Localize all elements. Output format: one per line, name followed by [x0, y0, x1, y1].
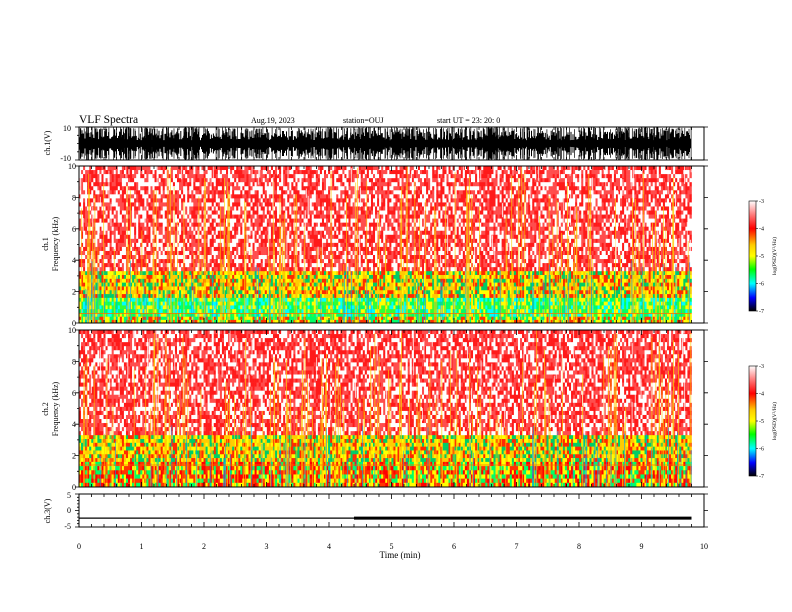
freq-tick-label: 4	[72, 256, 76, 265]
date-label: Aug.19, 2023	[251, 116, 295, 125]
colorbar-tick-label: -3	[759, 364, 764, 370]
station-label: station=OUJ	[343, 116, 384, 125]
time-tick-label: 6	[452, 542, 456, 551]
colorbar-tick-label: -4	[759, 227, 764, 233]
colorbar-label: log(PSD)(V²/Hz)	[771, 237, 778, 275]
freq-tick-label: 0	[72, 483, 76, 492]
ch3-waveform-panel: 5 0 -5 ch.3(V) 0 1 2 3 4 5 6 7 8 9 10 Time (min)	[43, 491, 708, 560]
colorbar-tick-label: -5	[759, 254, 764, 260]
time-tick-label: 9	[640, 542, 644, 551]
colorbar-scale	[749, 366, 756, 476]
ch2-spectrogram-panel: 0 2 4 6 8 10 ch.2 Frequency (kHz) -3 -4 -5 -6 -7 l…	[41, 326, 778, 492]
colorbar-tick-label: -4	[759, 392, 764, 398]
spectrogram-band-2	[79, 462, 692, 487]
time-tick-label: 4	[327, 542, 331, 551]
spectrogram-band-1	[79, 435, 692, 462]
time-tick-label: 2	[202, 542, 206, 551]
ch1-ytick-top: 10	[63, 124, 71, 133]
time-tick-label: 1	[140, 542, 144, 551]
spectrogram-band-0	[79, 330, 692, 435]
ch2-spec-ylabel-line2: Frequency (kHz)	[51, 381, 60, 436]
time-tick-label: 0	[77, 542, 81, 551]
ch2-colorbar: -3 -4 -5 -6 -7 log(PSD)(V²/Hz)	[749, 364, 778, 480]
ch1-waveform-trace	[79, 127, 691, 160]
ch2-spec-ylabel-line1: ch.2	[41, 402, 50, 416]
ch3-waveform-ticks	[75, 494, 708, 527]
colorbar-tick-label: -3	[759, 199, 764, 205]
ch1-spec-ylabel-line2: Frequency (kHz)	[51, 216, 60, 271]
time-tick-label: 8	[577, 542, 581, 551]
freq-tick-label: 10	[68, 326, 76, 335]
figure-title: VLF Spectra	[79, 114, 138, 126]
freq-tick-label: 10	[68, 162, 76, 171]
ch1-spec-ylabel-line1: ch.1	[41, 237, 50, 251]
ch2-spectrogram-heatmap	[79, 330, 692, 487]
colorbar-tick-label: -6	[759, 447, 764, 453]
ch1-spectrogram-heatmap	[79, 166, 692, 323]
colorbar-tick-label: -5	[759, 419, 764, 425]
colorbar-tick-label: -7	[759, 309, 764, 315]
ch1-waveform-panel: 10 -10 ch.1(V)	[43, 124, 708, 163]
time-tick-label: 3	[265, 542, 269, 551]
start-time-label: start UT = 23: 20: 0	[437, 116, 500, 125]
ch1-waveform-ylabel: ch.1(V)	[43, 130, 52, 155]
time-tick-label: 7	[515, 542, 519, 551]
freq-tick-label: 6	[72, 225, 76, 234]
ch1-colorbar: -3 -4 -5 -6 -7 log(PSD)(V²/Hz)	[749, 199, 778, 315]
colorbar-tick-label: -7	[759, 474, 764, 480]
freq-tick-label: 8	[72, 357, 76, 366]
ch3-ytick-mid: 0	[67, 506, 71, 515]
colorbar-scale	[749, 201, 756, 311]
ch3-waveform-ylabel: ch.3(V)	[43, 498, 52, 523]
freq-tick-label: 8	[72, 193, 76, 202]
freq-tick-label: 2	[72, 288, 76, 297]
freq-tick-label: 4	[72, 420, 76, 429]
ch3-ytick-top: 5	[67, 491, 71, 500]
time-axis-label: Time (min)	[380, 550, 421, 560]
colorbar-label: log(PSD)(V²/Hz)	[771, 402, 778, 440]
freq-tick-label: 6	[72, 389, 76, 398]
time-tick-label: 10	[700, 542, 708, 551]
colorbar-tick-label: -6	[759, 282, 764, 288]
freq-tick-label: 2	[72, 452, 76, 461]
ch3-ytick-bottom: -5	[64, 522, 71, 531]
tick-marks	[75, 494, 708, 527]
